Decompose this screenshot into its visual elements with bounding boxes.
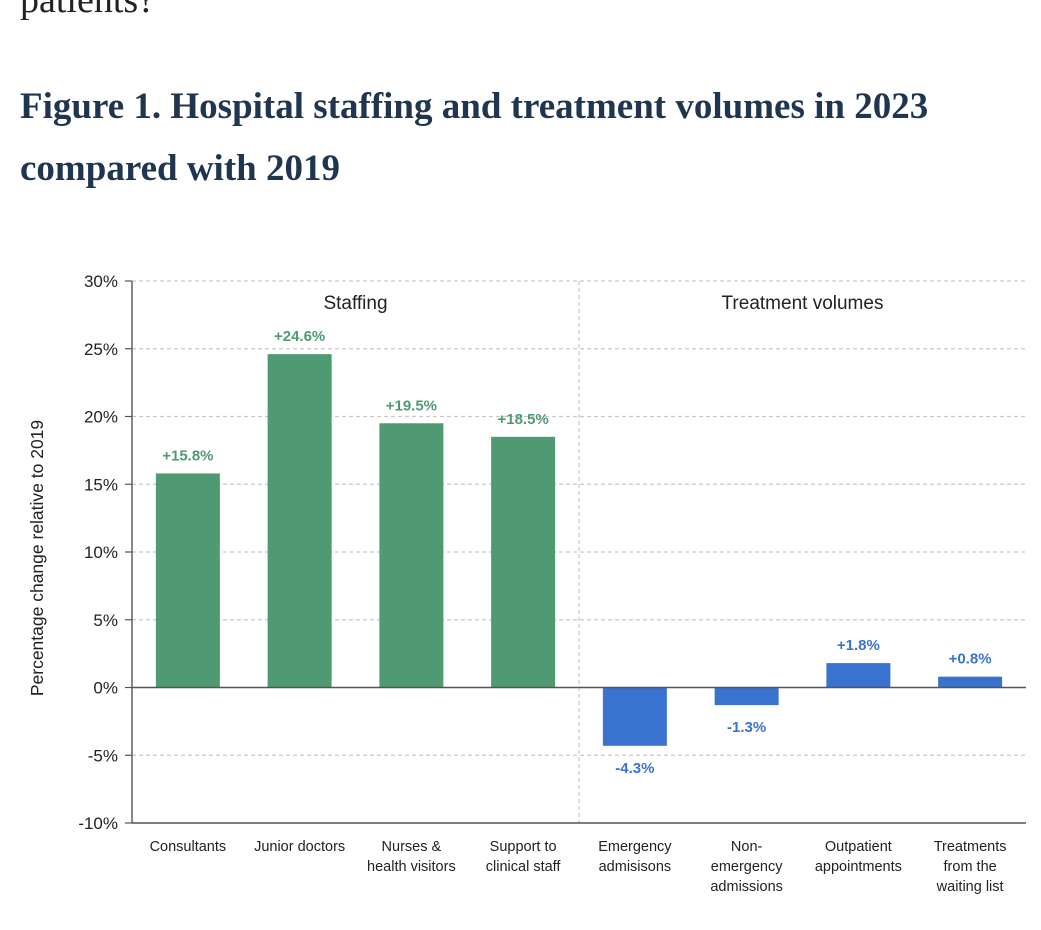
- y-tick-label: 10%: [84, 543, 118, 562]
- group-title: Staffing: [323, 293, 387, 314]
- data-label: +18.5%: [497, 411, 548, 428]
- y-tick-label: 30%: [84, 272, 118, 291]
- bar: [938, 676, 1003, 688]
- data-label: -1.3%: [727, 719, 766, 736]
- category-label: Non-: [731, 839, 763, 855]
- category-label: waiting list: [936, 879, 1004, 895]
- y-tick-label: -10%: [78, 814, 118, 833]
- bar: [714, 687, 779, 706]
- y-tick-label: -5%: [88, 746, 118, 765]
- category-label: admisisons: [599, 859, 672, 875]
- category-label: appointments: [815, 859, 902, 875]
- bar: [155, 473, 220, 688]
- category-label: Treatments: [934, 839, 1007, 855]
- y-tick-label: 0%: [93, 679, 118, 698]
- bar: [826, 663, 891, 688]
- y-axis-title: Percentage change relative to 2019: [27, 420, 47, 696]
- group-title: Treatment volumes: [722, 293, 884, 314]
- category-label: Junior doctors: [254, 839, 345, 855]
- category-label: admissions: [710, 879, 783, 895]
- category-label: Outpatient: [825, 839, 892, 855]
- data-label: +24.6%: [274, 328, 325, 345]
- bar: [602, 687, 667, 746]
- data-label: +1.8%: [837, 637, 880, 654]
- data-label: -4.3%: [615, 760, 654, 777]
- bar: [491, 436, 556, 688]
- category-label: Nurses &: [382, 839, 442, 855]
- y-tick-label: 25%: [84, 340, 118, 359]
- category-label: health visitors: [367, 859, 456, 875]
- category-label: Emergency: [598, 839, 672, 855]
- category-label: emergency: [711, 859, 783, 875]
- y-tick-label: 15%: [84, 475, 118, 494]
- y-tick-label: 5%: [93, 611, 118, 630]
- preceding-text: patients?: [20, 0, 156, 21]
- data-label: +19.5%: [386, 397, 437, 414]
- category-label: Consultants: [150, 839, 227, 855]
- data-label: +15.8%: [162, 447, 213, 464]
- category-label: Support to: [490, 839, 557, 855]
- category-label: from the: [944, 859, 997, 875]
- category-label: clinical staff: [486, 859, 562, 875]
- bar: [267, 354, 332, 688]
- data-label: +0.8%: [949, 651, 992, 668]
- figure-title: Figure 1. Hospital staffing and treatmen…: [20, 86, 929, 189]
- y-tick-label: 20%: [84, 408, 118, 427]
- bar: [379, 423, 444, 688]
